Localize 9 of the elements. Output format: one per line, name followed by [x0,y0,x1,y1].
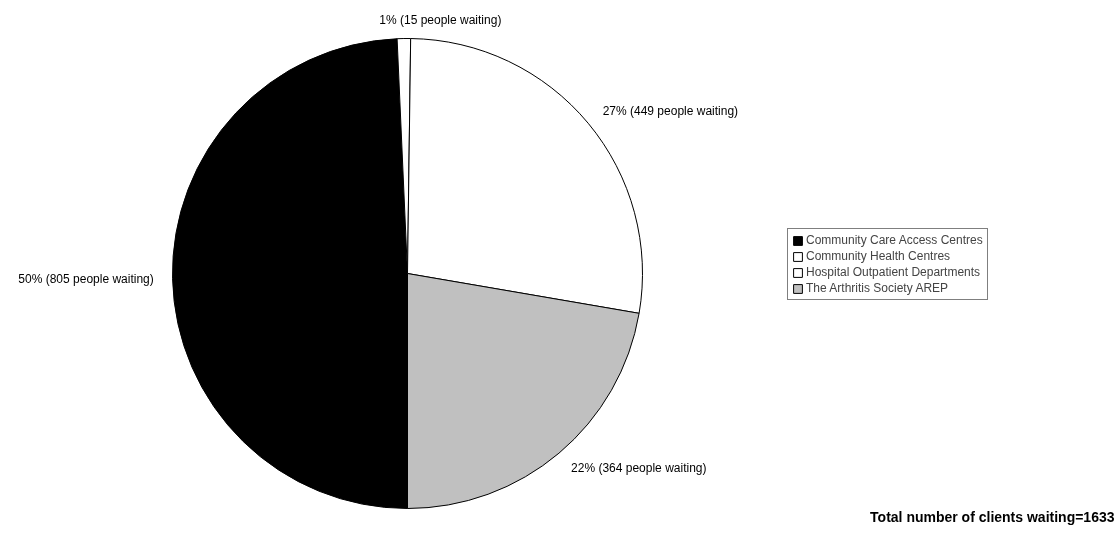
data-label: 22% (364 people waiting) [571,460,707,475]
legend-label: The Arthritis Society AREP [806,281,949,295]
legend-label: Hospital Outpatient Departments [806,265,981,279]
data-label: 50% (805 people waiting) [18,272,154,287]
legend-label: Community Care Access Centres [806,233,983,247]
text: Total number of clients waiting=1633 [870,508,1115,525]
legend-label: Community Health Centres [806,249,951,263]
data-label: 1% (15 people waiting) [379,12,502,27]
data-label: 27% (449 people waiting) [602,104,739,119]
